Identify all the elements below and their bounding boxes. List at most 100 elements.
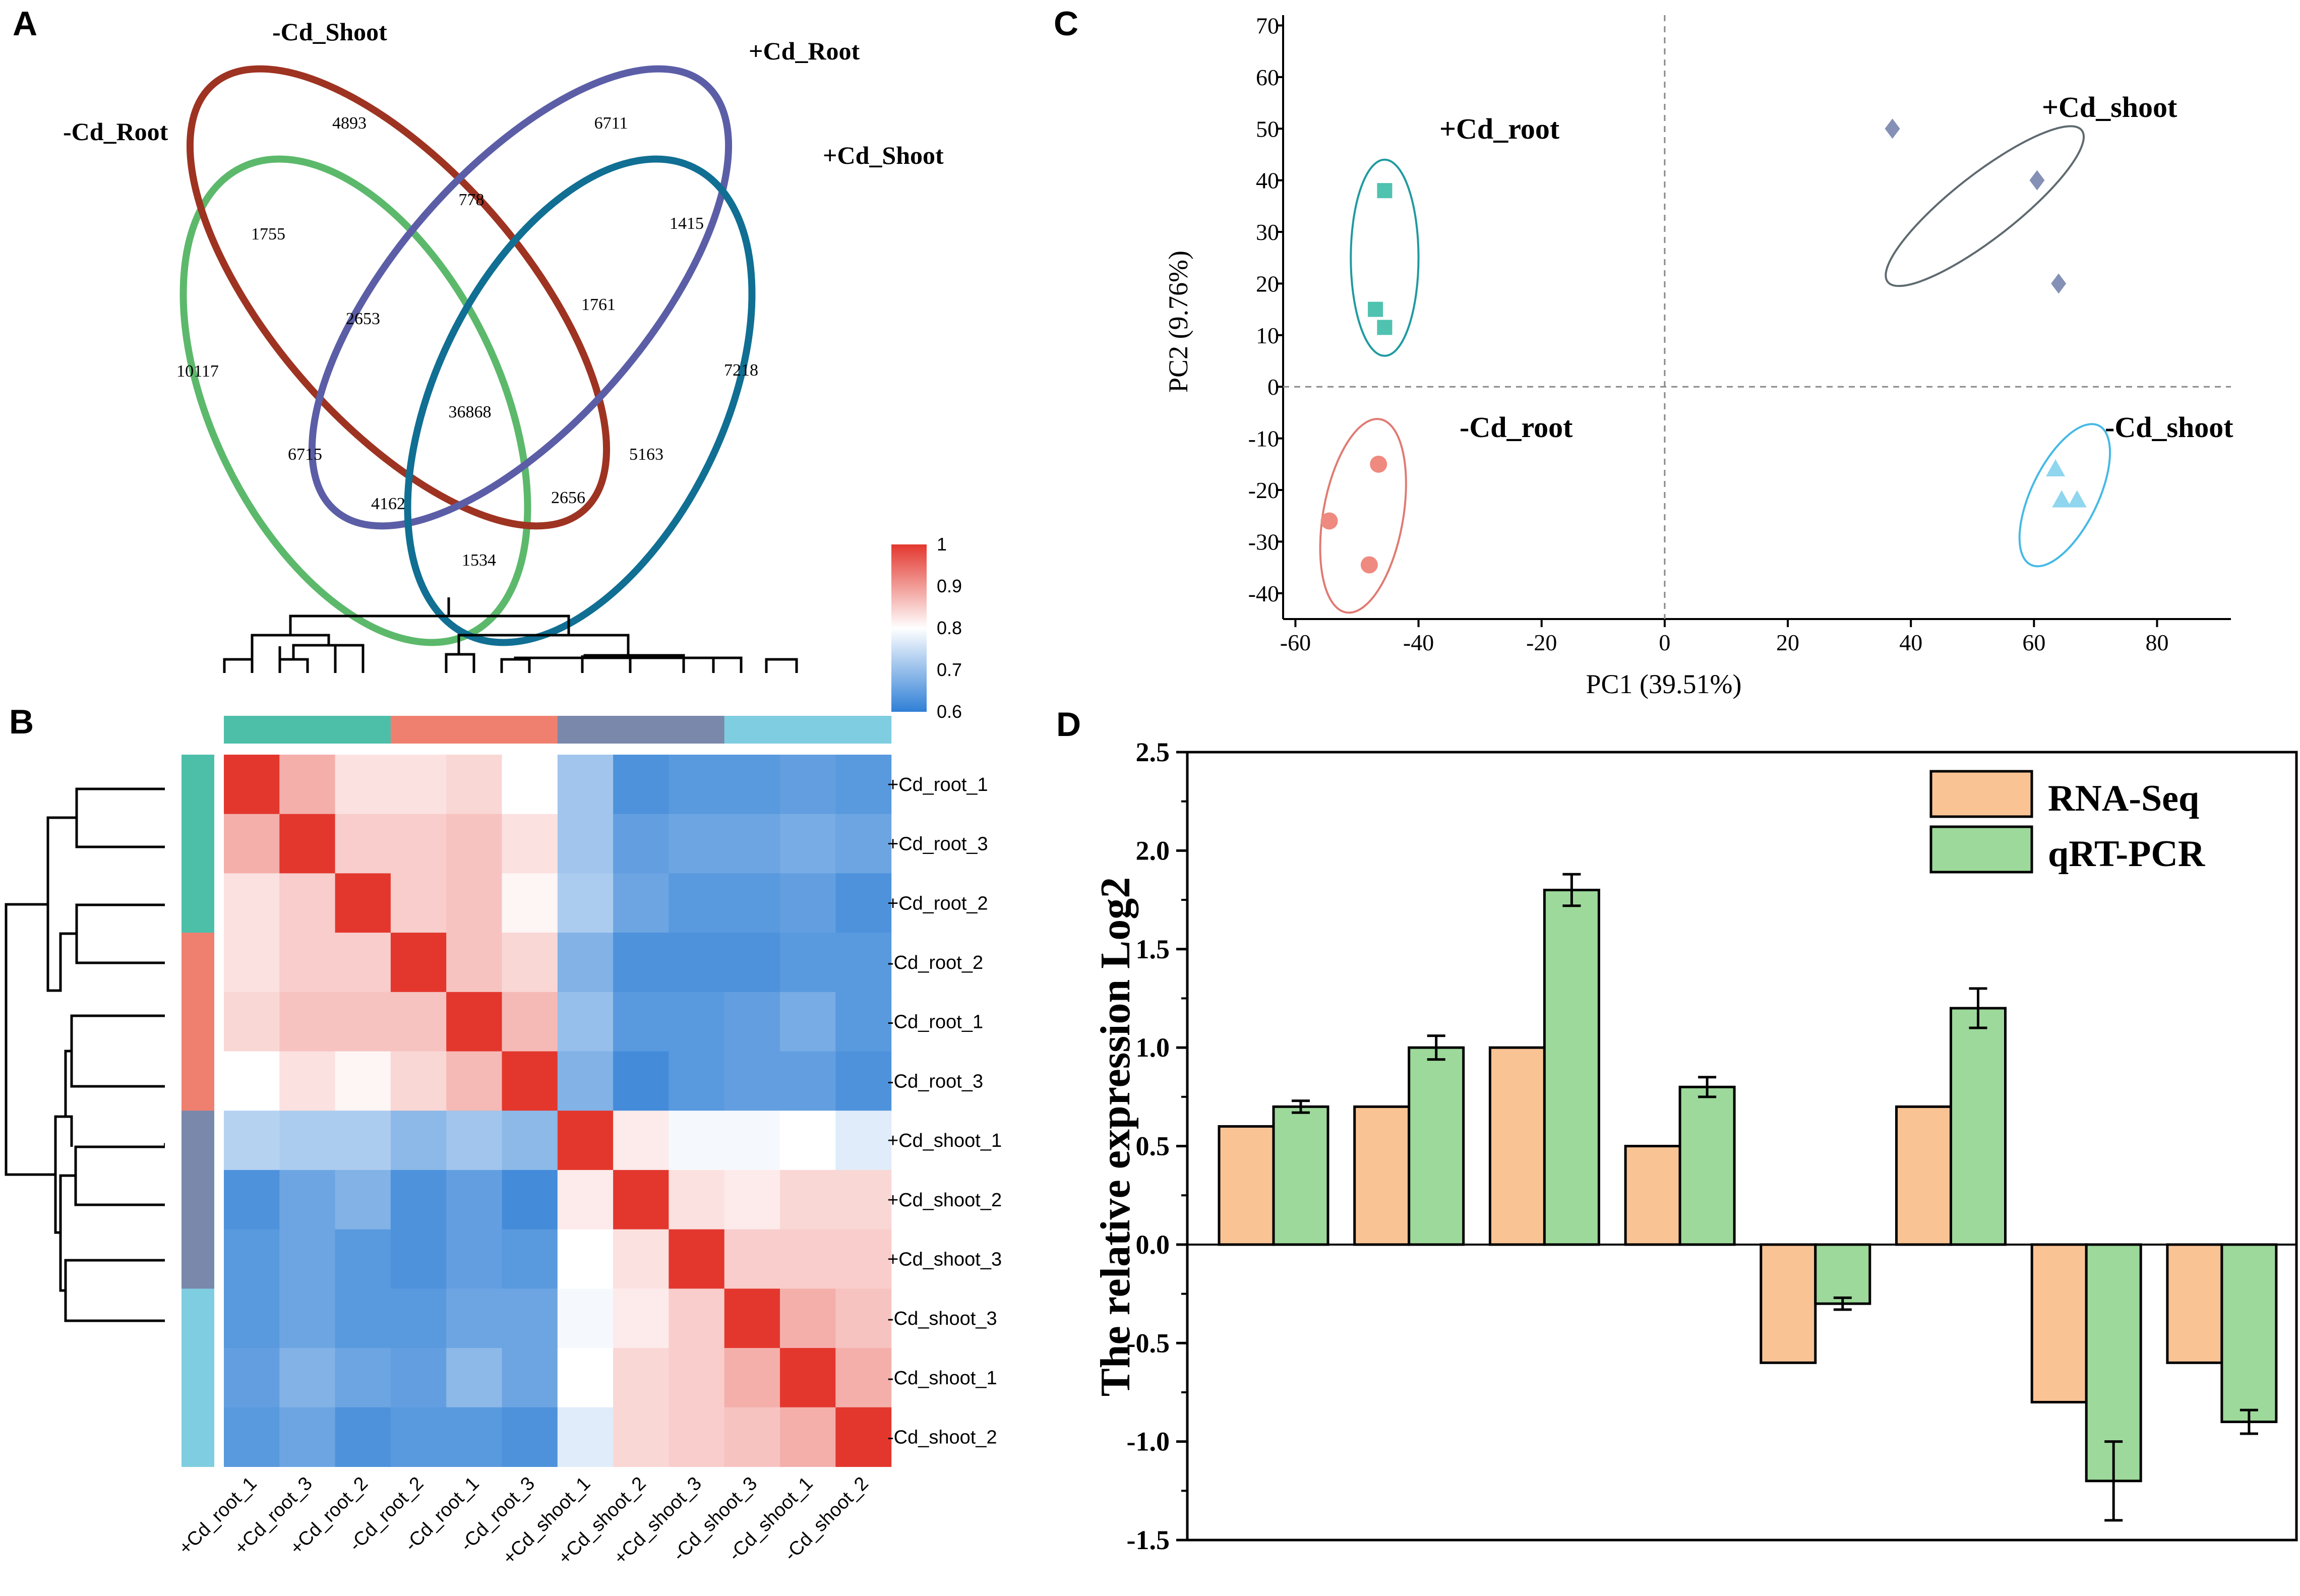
heatmap-column-group-bar: [780, 716, 836, 744]
heatmap-cell: [780, 933, 836, 993]
bar-qrtpcr: [1678, 1085, 1736, 1246]
heatmap-cell: [557, 1111, 614, 1171]
heatmap-cell: [502, 1170, 558, 1230]
venn-region-value: 778: [459, 191, 485, 209]
heatmap-cell: [613, 933, 669, 993]
heatmap-cell: [446, 1348, 503, 1408]
bar-legend: RNA-Seq qRT-PCR: [1929, 770, 2206, 875]
pca-point: [1320, 512, 1338, 530]
heatmap-cell: [724, 1170, 780, 1230]
heatmap-cell: [224, 1407, 280, 1467]
pca-y-tick-label: 0: [1267, 374, 1279, 400]
bar-chart-axes: 2.5 2.0 1.5 1.0 0.5 0.0 -0.5 -1.0 -1.5: [1127, 737, 2298, 1555]
bar-y-tick-label: 2.0: [1136, 835, 1170, 866]
pca-x-tick-label: 40: [1899, 630, 1922, 655]
heatmap-cell: [390, 1407, 447, 1467]
heatmap-cell: [835, 1288, 892, 1348]
colorbar-tick: 0.6: [937, 701, 962, 722]
pca-group-ellipse: [1319, 418, 1407, 614]
pca-y-tick-label: 70: [1256, 13, 1279, 38]
heatmap-cell: [446, 933, 503, 993]
heatmap-cell: [557, 1407, 614, 1467]
panel-label-b: B: [9, 703, 34, 741]
heatmap-cell: [780, 1348, 836, 1408]
bar-rnaseq: [2030, 1243, 2088, 1403]
heatmap-cell: [613, 1288, 669, 1348]
heatmap-row-group-bar: [181, 873, 214, 933]
bar-rnaseq: [1624, 1145, 1681, 1246]
heatmap-cell: [502, 755, 558, 815]
venn-label-plus-cd-root: +Cd_Root: [749, 37, 860, 65]
heatmap-cell: [335, 755, 391, 815]
venn-region-value: 6715: [288, 445, 322, 464]
bar-qrtpcr: [1950, 1007, 2007, 1246]
heatmap-row-label: +Cd_shoot_2: [887, 1190, 1002, 1211]
pca-point: [1370, 455, 1387, 473]
pca-y-tick-label: 60: [1256, 65, 1279, 90]
venn-region-value: 10117: [176, 362, 219, 381]
heatmap-cell: [669, 873, 725, 933]
pca-group-ellipse: [1350, 158, 1420, 357]
heatmap-cell: [724, 1348, 780, 1408]
panel-label-c: C: [1054, 5, 1078, 43]
heatmap-cell: [224, 992, 280, 1052]
heatmap-cell: [724, 1288, 780, 1348]
heatmap-cell: [279, 1051, 336, 1111]
heatmap-row-group-bar: [181, 814, 214, 874]
heatmap-cell: [613, 992, 669, 1052]
bar-qrtpcr: [1814, 1243, 1871, 1305]
pca-ellipses: [1319, 125, 2111, 614]
venn-label-minus-cd-root: -Cd_Root: [63, 117, 168, 146]
venn-diagram: -Cd_Root -Cd_Shoot +Cd_Root +Cd_Shoot 48…: [63, 18, 944, 646]
bar-y-tick-label: 0.5: [1136, 1131, 1170, 1161]
venn-region-value: 1761: [581, 295, 616, 314]
heatmap-cell: [613, 1111, 669, 1171]
heatmap-cells: [224, 755, 892, 1467]
pca-x-tick-label: 60: [2022, 630, 2045, 655]
venn-ellipse-minus-cd-root: [179, 155, 531, 646]
heatmap-cell: [446, 1170, 503, 1230]
correlation-heatmap: +Cd_root_1 +Cd_root_3 +Cd_root_2 -Cd_root_2…: [5, 534, 1002, 1569]
bar-rnaseq: [1895, 1105, 1952, 1246]
heatmap-row-group-bar: [181, 992, 214, 1052]
heatmap-cell: [780, 992, 836, 1052]
heatmap-cell: [502, 814, 558, 874]
heatmap-row-label: -Cd_root_2: [887, 952, 983, 973]
heatmap-column-groups: [224, 716, 892, 744]
heatmap-cell: [613, 1229, 669, 1289]
heatmap-cell: [613, 1407, 669, 1467]
heatmap-cell: [279, 1170, 336, 1230]
heatmap-cell: [279, 814, 336, 874]
bar-y-tick-label: 1.0: [1136, 1032, 1170, 1063]
heatmap-cell: [557, 1170, 614, 1230]
heatmap-row-dendrogram: [5, 787, 165, 1322]
legend-label-qrtpcr: qRT-PCR: [2048, 833, 2206, 875]
heatmap-cell: [335, 933, 391, 993]
bar-rnaseq: [1353, 1105, 1411, 1246]
heatmap-row-group-bar: [181, 1170, 214, 1230]
bar-qrtpcr: [1408, 1046, 1465, 1246]
heatmap-cell: [669, 1288, 725, 1348]
heatmap-cell: [669, 1407, 725, 1467]
heatmap-row-label: +Cd_root_1: [887, 774, 988, 795]
pca-axes: -60 -40 -20 0 20 40 60 80706050403020100-10-20-…: [1248, 13, 2231, 655]
colorbar-tick: 0.8: [937, 618, 962, 638]
pca-point: [2052, 490, 2072, 508]
heatmap-column-group-bar: [724, 716, 780, 744]
heatmap-cell: [613, 755, 669, 815]
heatmap-cell: [446, 755, 503, 815]
heatmap-cell: [446, 873, 503, 933]
heatmap-cell: [780, 1051, 836, 1111]
heatmap-cell: [224, 1288, 280, 1348]
heatmap-cell: [335, 873, 391, 933]
heatmap-cell: [446, 1407, 503, 1467]
heatmap-row-group-bar: [181, 1111, 214, 1171]
pca-y-tick-label: 40: [1256, 168, 1279, 194]
heatmap-cell: [557, 873, 614, 933]
heatmap-cell: [724, 1229, 780, 1289]
heatmap-cell: [224, 814, 280, 874]
venn-ellipse-plus-cd-root: [308, 65, 733, 530]
heatmap-cell: [835, 873, 892, 933]
heatmap-cell: [279, 1288, 336, 1348]
bar-chart: 2.5 2.0 1.5 1.0 0.5 0.0 -0.5 -1.0 -1.5 The relat…: [1092, 737, 2298, 1555]
